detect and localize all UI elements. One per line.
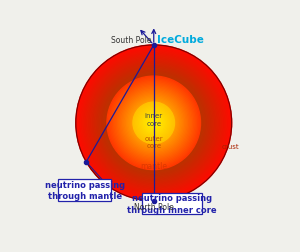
Circle shape <box>129 99 178 148</box>
FancyBboxPatch shape <box>142 193 202 215</box>
Circle shape <box>112 82 195 165</box>
Circle shape <box>78 48 229 198</box>
Text: outer
core: outer core <box>144 135 163 148</box>
Circle shape <box>146 116 161 131</box>
Circle shape <box>89 59 219 188</box>
FancyBboxPatch shape <box>58 180 111 201</box>
Circle shape <box>113 83 194 164</box>
Circle shape <box>125 95 182 152</box>
Circle shape <box>104 74 203 173</box>
Text: inner
core: inner core <box>145 113 163 126</box>
Circle shape <box>102 72 206 175</box>
Circle shape <box>142 112 165 135</box>
Circle shape <box>110 79 198 167</box>
Text: South Pole: South Pole <box>111 36 152 45</box>
Circle shape <box>76 46 232 201</box>
Circle shape <box>80 50 228 197</box>
Circle shape <box>134 104 173 143</box>
Circle shape <box>90 60 218 187</box>
Circle shape <box>123 92 185 154</box>
Circle shape <box>148 118 159 129</box>
Circle shape <box>106 76 202 171</box>
Circle shape <box>143 113 164 134</box>
Circle shape <box>117 87 190 160</box>
Circle shape <box>100 70 207 176</box>
Circle shape <box>99 69 208 178</box>
Circle shape <box>86 56 221 191</box>
Text: neutrino passing
through inner core: neutrino passing through inner core <box>128 194 217 214</box>
Text: North Pole: North Pole <box>134 203 174 211</box>
Circle shape <box>150 119 158 127</box>
Circle shape <box>124 94 184 153</box>
Circle shape <box>84 53 224 193</box>
Circle shape <box>121 91 186 156</box>
Circle shape <box>130 100 177 147</box>
Text: mantle: mantle <box>140 162 167 171</box>
Circle shape <box>95 65 212 182</box>
Circle shape <box>82 52 225 195</box>
Circle shape <box>128 98 180 149</box>
Circle shape <box>116 86 191 161</box>
Circle shape <box>119 88 189 158</box>
Circle shape <box>103 73 204 174</box>
Circle shape <box>92 61 216 185</box>
Circle shape <box>120 90 188 157</box>
Text: IceCube: IceCube <box>157 35 203 45</box>
Circle shape <box>77 47 230 200</box>
Circle shape <box>152 122 155 125</box>
Text: crust: crust <box>222 144 240 150</box>
Circle shape <box>94 64 214 183</box>
Circle shape <box>111 81 196 166</box>
Circle shape <box>107 77 200 170</box>
Circle shape <box>88 57 220 189</box>
Circle shape <box>85 55 223 192</box>
Circle shape <box>108 78 199 169</box>
Circle shape <box>145 114 163 133</box>
Text: neutrino passing
through mantle: neutrino passing through mantle <box>44 180 125 201</box>
Circle shape <box>141 110 167 136</box>
Circle shape <box>132 101 176 145</box>
Circle shape <box>97 67 211 180</box>
Circle shape <box>98 68 210 179</box>
Circle shape <box>147 117 160 130</box>
Circle shape <box>115 85 193 162</box>
Circle shape <box>138 108 169 139</box>
Circle shape <box>93 62 215 184</box>
Circle shape <box>81 51 226 196</box>
Circle shape <box>137 107 171 140</box>
Circle shape <box>151 121 156 126</box>
Circle shape <box>133 103 175 144</box>
Circle shape <box>140 109 168 138</box>
Circle shape <box>127 96 181 150</box>
Circle shape <box>136 105 172 141</box>
